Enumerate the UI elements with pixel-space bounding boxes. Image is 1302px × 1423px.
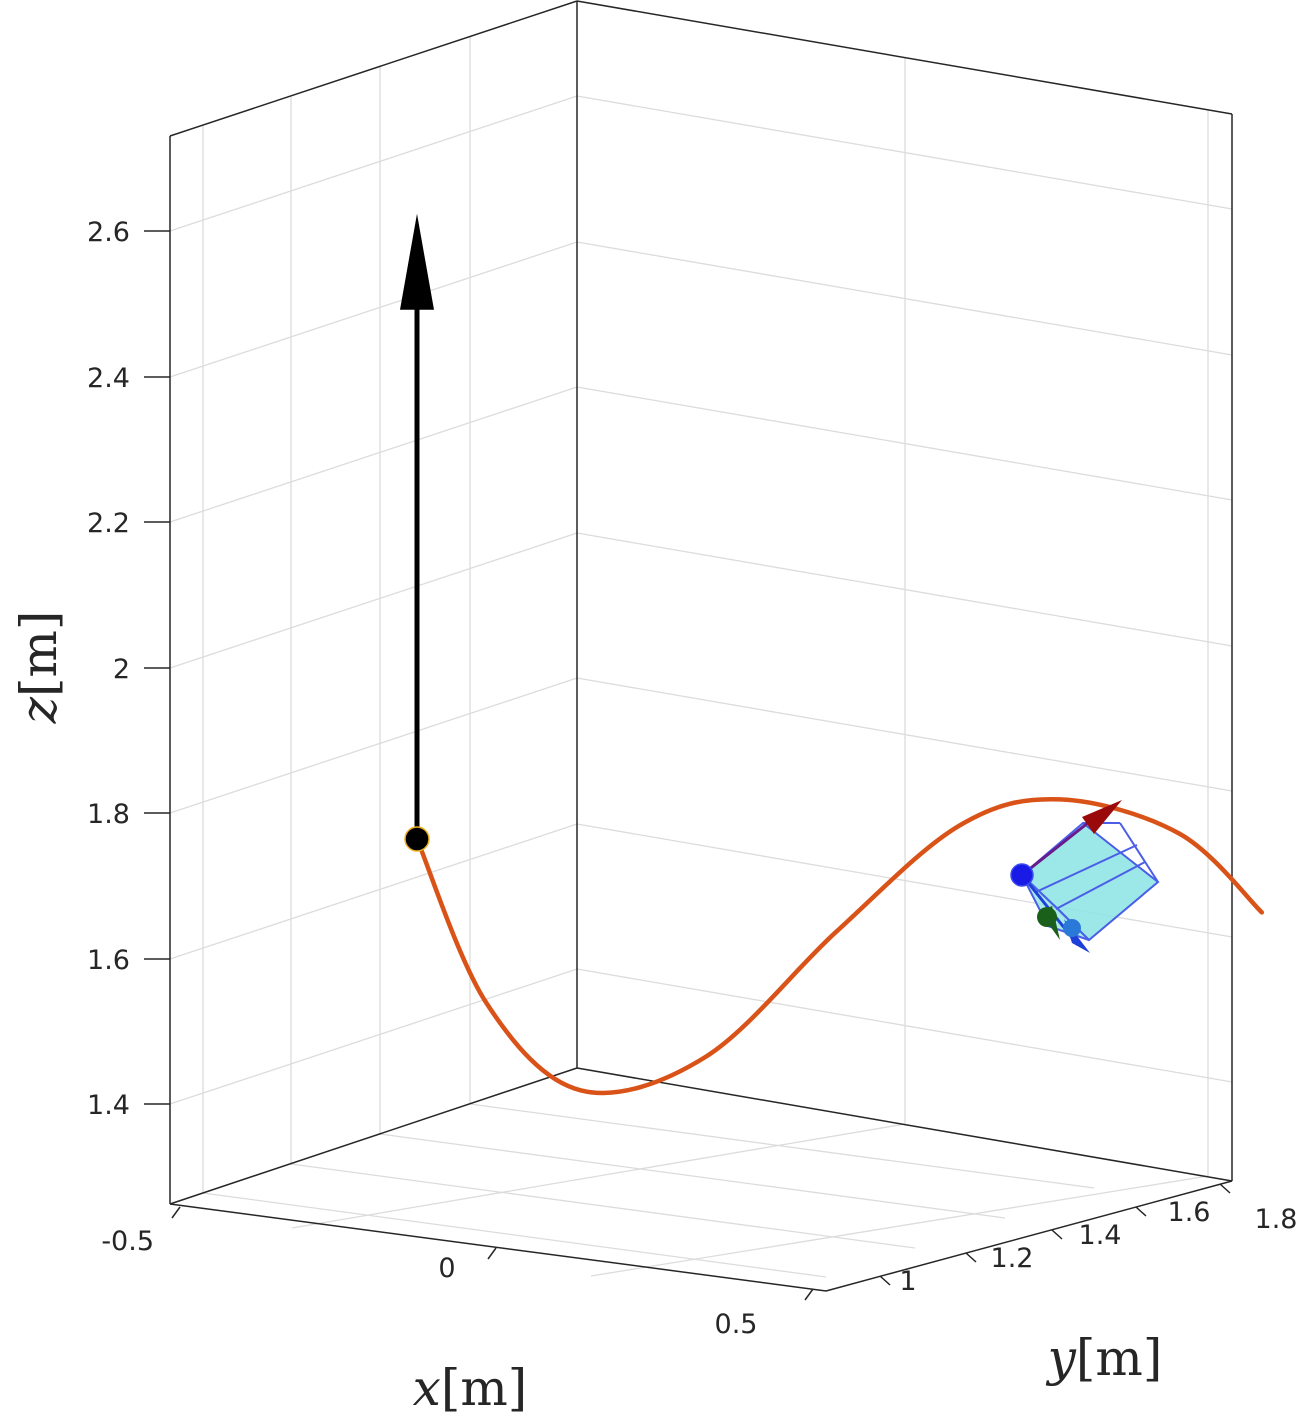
y-tick-label: 1.4	[1079, 1220, 1122, 1251]
z-tick-label: 2.2	[87, 508, 130, 539]
x-axis-label: x[m]	[413, 1359, 528, 1417]
x-ticks	[171, 1206, 814, 1301]
y-axis-label: y[m]	[1046, 1329, 1163, 1387]
y-ticks	[879, 1183, 1231, 1286]
frame-x-shaft	[1021, 813, 1099, 877]
x-tick-label: 0.5	[715, 1309, 758, 1340]
box-edge	[1035, 844, 1138, 893]
z-axis-label: z[m]	[10, 611, 68, 725]
y-tick-label: 1.2	[991, 1243, 1034, 1274]
vertical-arrow	[400, 213, 434, 839]
x-tick-labels: -0.5 0 0.5	[101, 1226, 757, 1340]
z-tick-label: 1.8	[87, 799, 130, 830]
end-body	[1010, 800, 1160, 953]
y-tick-labels: 1 1.2 1.4 1.6 1.8	[899, 1197, 1297, 1297]
x-tick-label: -0.5	[101, 1226, 154, 1257]
arrow-head	[400, 213, 434, 310]
z-tick-labels: 2.6 2.4 2.2 2 1.8 1.6 1.4	[87, 217, 130, 1121]
y-tick-label: 1	[899, 1266, 916, 1297]
start-marker	[404, 826, 430, 852]
frame-x-arrowhead	[1082, 800, 1122, 834]
z-tick-label: 2.6	[87, 217, 130, 248]
grid-lines	[169, 36, 1233, 1278]
y-tick-label: 1.6	[1168, 1197, 1211, 1228]
frame-y-marker	[1037, 907, 1057, 927]
z-tick-label: 1.6	[87, 945, 130, 976]
box-edge	[1055, 861, 1146, 910]
z-ticks	[144, 230, 170, 1105]
axes-box	[169, 0, 1233, 1292]
x-tick-label: 0	[438, 1253, 455, 1284]
trajectory-line	[414, 796, 1265, 1096]
z-tick-label: 2.4	[87, 363, 130, 394]
y-tick-label: 1.8	[1255, 1204, 1298, 1235]
z-tick-label: 2	[113, 654, 130, 685]
box-edge	[1119, 822, 1159, 883]
z-tick-label: 1.4	[87, 1090, 130, 1121]
frame-origin-marker	[1010, 863, 1034, 887]
frame-z-marker	[1063, 919, 1081, 937]
